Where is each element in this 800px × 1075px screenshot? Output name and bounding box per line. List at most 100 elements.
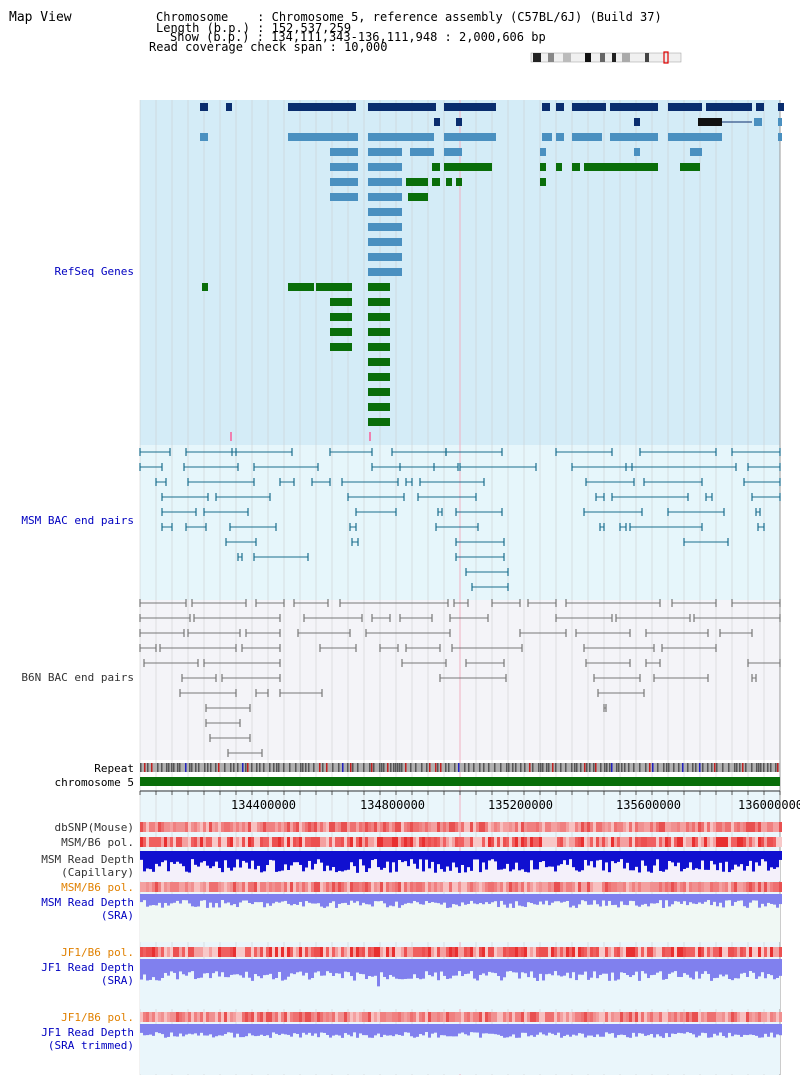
heat-strip-cell — [416, 882, 419, 892]
depth-bar — [779, 959, 782, 976]
depth-bar — [725, 851, 728, 862]
depth-bar — [290, 894, 293, 906]
depth-bar — [533, 851, 536, 870]
depth-bar — [353, 894, 356, 903]
depth-bar — [716, 1024, 719, 1036]
depth-bar — [767, 959, 770, 975]
depth-bar — [485, 894, 488, 903]
heat-strip-cell — [518, 1012, 521, 1022]
heat-strip-cell — [224, 882, 227, 892]
depth-bar — [182, 851, 185, 867]
depth-bar — [278, 1024, 281, 1036]
heat-strip-cell — [674, 1012, 677, 1022]
heat-strip-cell — [155, 882, 158, 892]
heat-strip-cell — [770, 1012, 773, 1022]
heat-strip-cell — [767, 1012, 770, 1022]
depth-bar — [548, 959, 551, 974]
repeat-element — [326, 763, 328, 772]
repeat-element — [454, 763, 456, 772]
heat-strip-cell — [434, 882, 437, 892]
heat-strip-cell — [662, 882, 665, 892]
heat-strip-cell — [224, 1012, 227, 1022]
heat-strip-cell — [767, 822, 770, 832]
depth-bar — [245, 894, 248, 901]
heat-strip-cell — [194, 822, 197, 832]
depth-bar — [752, 1024, 755, 1035]
repeat-element — [552, 763, 554, 772]
heat-strip-cell — [338, 947, 341, 957]
heat-strip-cell — [554, 822, 557, 832]
depth-bar — [248, 894, 251, 903]
depth-bar — [593, 1024, 596, 1038]
depth-bar — [575, 959, 578, 981]
heat-strip-cell — [719, 822, 722, 832]
heat-strip-cell — [746, 882, 749, 892]
refseq-gene-light — [200, 133, 208, 141]
depth-bar — [611, 1024, 614, 1034]
depth-bar — [320, 894, 323, 907]
heat-strip-cell — [377, 882, 380, 892]
heat-strip-cell — [215, 1012, 218, 1022]
heat-strip-cell — [575, 882, 578, 892]
heat-strip-cell — [362, 947, 365, 957]
heat-strip-cell — [647, 822, 650, 832]
heat-strip-cell — [269, 947, 272, 957]
depth-bar — [716, 959, 719, 978]
heat-strip-cell — [269, 1012, 272, 1022]
heat-strip-cell — [638, 1012, 641, 1022]
heat-strip-cell — [494, 1012, 497, 1022]
heat-strip-cell — [680, 1012, 683, 1022]
heat-strip-cell — [677, 947, 680, 957]
depth-bar — [623, 1024, 626, 1036]
heat-strip-cell — [710, 822, 713, 832]
depth-bar — [161, 851, 164, 863]
heat-strip-cell — [704, 947, 707, 957]
depth-bar — [701, 851, 704, 861]
depth-bar — [665, 1024, 668, 1034]
depth-bar — [425, 959, 428, 972]
heat-strip-cell — [359, 882, 362, 892]
heat-strip-cell — [170, 1012, 173, 1022]
depth-bar — [515, 959, 518, 973]
depth-bar — [710, 894, 713, 906]
repeat-element — [390, 763, 392, 772]
chromosome-ideogram[interactable] — [0, 0, 800, 70]
heat-strip-cell — [341, 837, 344, 847]
depth-bar — [371, 959, 374, 977]
heat-strip-cell — [563, 1012, 566, 1022]
depth-bar — [512, 894, 515, 908]
heat-strip-cell — [752, 1012, 755, 1022]
heat-strip-cell — [377, 822, 380, 832]
heat-strip-cell — [470, 837, 473, 847]
depth-bar — [374, 959, 377, 976]
refseq-gene-green — [368, 298, 390, 306]
heat-strip-cell — [554, 837, 557, 847]
heat-strip-cell — [347, 837, 350, 847]
heat-strip-cell — [482, 882, 485, 892]
heat-strip-cell — [767, 947, 770, 957]
heat-strip-cell — [605, 1012, 608, 1022]
depth-bar — [410, 1024, 413, 1037]
heat-strip-cell — [704, 882, 707, 892]
depth-bar — [407, 851, 410, 867]
repeat-element — [714, 763, 716, 772]
heat-strip-cell — [614, 882, 617, 892]
heat-strip-cell — [185, 1012, 188, 1022]
heat-strip-cell — [242, 1012, 245, 1022]
depth-bar — [416, 1024, 419, 1037]
refseq-gene-green — [456, 178, 462, 186]
depth-bar — [491, 894, 494, 903]
depth-bar — [674, 851, 677, 867]
heat-strip-cell — [371, 882, 374, 892]
heat-strip-cell — [446, 947, 449, 957]
heat-strip-cell — [734, 882, 737, 892]
heat-strip-cell — [179, 882, 182, 892]
heat-strip-cell — [338, 1012, 341, 1022]
depth-bar — [248, 959, 251, 978]
heat-strip-cell — [521, 822, 524, 832]
heat-strip-cell — [473, 882, 476, 892]
depth-bar — [206, 1024, 209, 1036]
depth-bar — [221, 851, 224, 873]
heat-strip-cell — [617, 822, 620, 832]
